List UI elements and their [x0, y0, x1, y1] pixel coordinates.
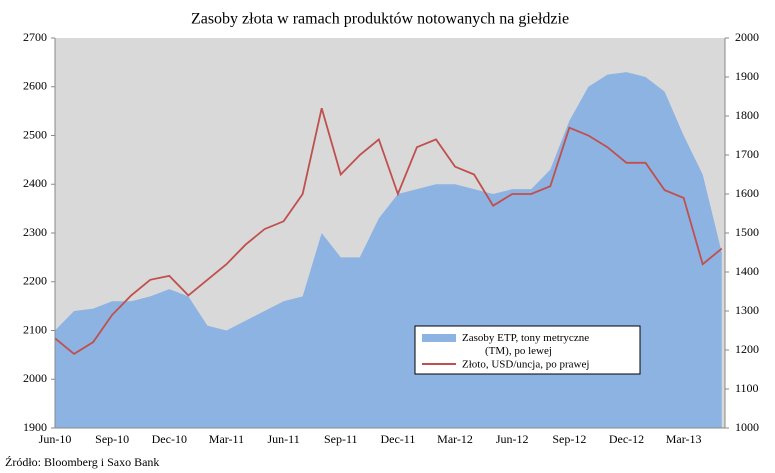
- x-tick-label: Mar-13: [666, 432, 702, 446]
- y-tick-label: 2100: [23, 322, 47, 336]
- y2-tick-label: 1800: [735, 108, 759, 122]
- x-tick-label: Dec-11: [380, 432, 415, 446]
- x-tick-label: Dec-12: [609, 432, 644, 446]
- legend-label: Złoto, USD/uncja, po prawej: [462, 359, 589, 371]
- legend: Zasoby ETP, tony metryczne (TM), po lewej…: [414, 325, 641, 375]
- y-tick-label: 2000: [23, 371, 47, 385]
- x-tick-label: Dec-10: [152, 432, 187, 446]
- y-tick-label: 2500: [23, 127, 47, 141]
- y-tick-label: 2700: [23, 30, 47, 44]
- y-tick-label: 1900: [23, 420, 47, 434]
- y-tick-label: 2300: [23, 225, 47, 239]
- chart-title: Zasoby złota w ramach produktów notowany…: [191, 11, 569, 28]
- x-tick-label: Sep-11: [324, 432, 358, 446]
- y2-tick-label: 1100: [735, 381, 759, 395]
- y-tick-label: 2600: [23, 79, 47, 93]
- y-tick-label: 2400: [23, 176, 47, 190]
- y2-tick-label: 1200: [735, 342, 759, 356]
- y-tick-label: 2200: [23, 274, 47, 288]
- y2-tick-label: 1900: [735, 69, 759, 83]
- x-tick-label: Jun-10: [39, 432, 72, 446]
- y2-tick-label: 1000: [735, 420, 759, 434]
- y2-tick-label: 1300: [735, 303, 759, 317]
- y2-tick-label: 1700: [735, 147, 759, 161]
- y2-tick-label: 2000: [735, 30, 759, 44]
- y2-tick-label: 1400: [735, 264, 759, 278]
- x-tick-label: Jun-12: [496, 432, 529, 446]
- legend-label-line: Zasoby ETP, tony metryczne: [462, 332, 589, 344]
- source: Źródło: Bloomberg i Saxo Bank: [5, 455, 159, 469]
- legend-label: Zasoby ETP, tony metryczne (TM), po lewej: [462, 332, 589, 357]
- y2-tick-label: 1500: [735, 225, 759, 239]
- x-tick-label: Sep-10: [95, 432, 129, 446]
- line: [54, 107, 723, 356]
- x-tick-label: Sep-12: [552, 432, 586, 446]
- x-tick-label: Mar-12: [437, 432, 473, 446]
- y2-tick-label: 1600: [735, 186, 759, 200]
- legend-label-line: (TM), po lewej: [485, 345, 552, 357]
- x-tick-label: Mar-11: [209, 432, 244, 446]
- legend-swatch: [422, 334, 456, 342]
- x-tick-label: Jun-11: [267, 432, 299, 446]
